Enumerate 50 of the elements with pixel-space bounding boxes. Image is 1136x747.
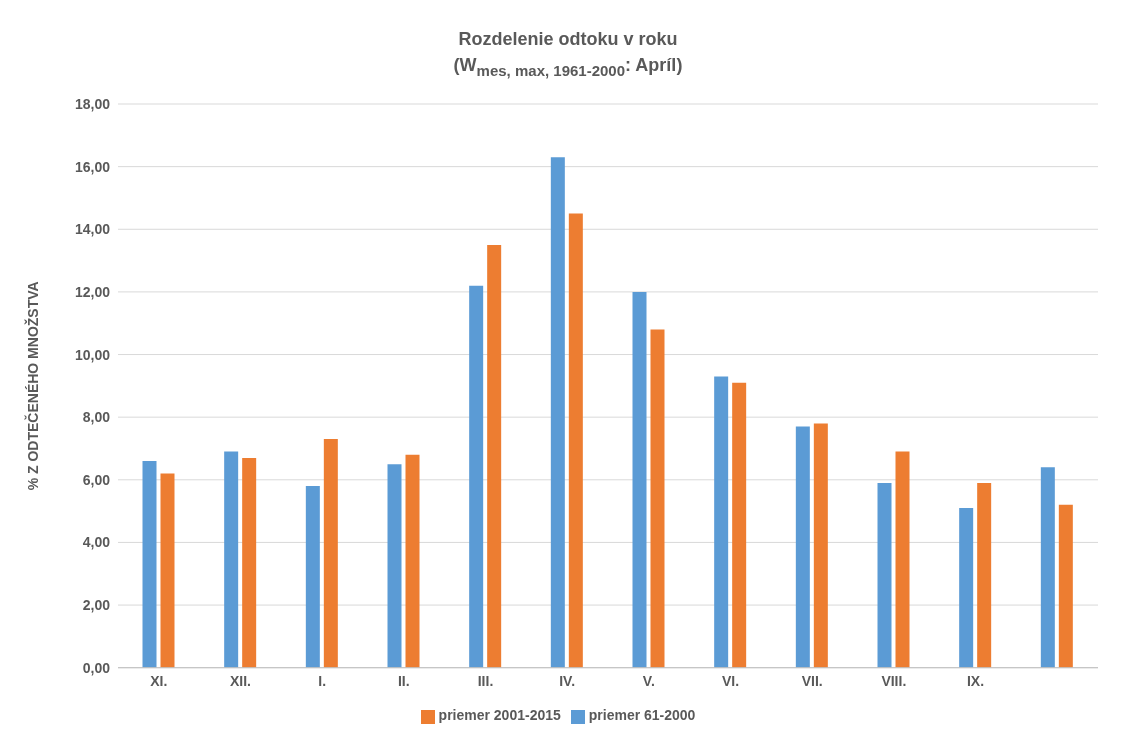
bar bbox=[714, 376, 729, 668]
y-tick-label: 6,00 bbox=[82, 471, 111, 488]
bar bbox=[1040, 466, 1055, 668]
bar bbox=[632, 291, 647, 668]
bar bbox=[568, 213, 583, 668]
bar bbox=[795, 426, 810, 668]
y-tick-label: 0,00 bbox=[82, 659, 111, 676]
chart-title: Rozdelenie odtoku v roku bbox=[457, 28, 679, 51]
bar bbox=[1058, 504, 1073, 668]
legend-label: priemer 61-2000 bbox=[588, 707, 696, 724]
bar bbox=[895, 451, 910, 668]
x-tick-label: IV. bbox=[559, 672, 576, 689]
x-tick-label: I. bbox=[318, 672, 327, 689]
y-tick-label: 10,00 bbox=[74, 346, 111, 363]
bar bbox=[224, 451, 239, 668]
legend-label: priemer 2001-2015 bbox=[438, 707, 561, 724]
bar bbox=[550, 156, 565, 668]
bar bbox=[469, 285, 484, 668]
bar bbox=[813, 423, 828, 668]
x-tick-label: V. bbox=[642, 672, 655, 689]
y-tick-label: 14,00 bbox=[74, 220, 111, 237]
y-axis-title: % Z ODTEČENÉHO MNOŽSTVA bbox=[23, 280, 41, 490]
x-tick-label: III. bbox=[477, 672, 494, 689]
chart-subtitle: (W$_{mes, max, 1961-2000}$: Apríl) bbox=[452, 54, 684, 81]
y-tick-label: 4,00 bbox=[82, 534, 111, 550]
bar bbox=[242, 457, 257, 668]
bar bbox=[405, 454, 420, 668]
x-tick-label: VIII. bbox=[881, 672, 907, 689]
bar bbox=[877, 482, 892, 668]
bar bbox=[387, 463, 402, 668]
bar bbox=[959, 507, 974, 668]
y-tick-label: 8,00 bbox=[82, 408, 111, 425]
x-tick-label: XI. bbox=[150, 672, 168, 689]
y-tick-label: 16,00 bbox=[74, 158, 111, 175]
bar bbox=[650, 329, 665, 668]
x-tick-label: VII. bbox=[801, 672, 823, 689]
bar bbox=[160, 473, 175, 668]
bar bbox=[305, 485, 320, 668]
x-tick-label: VI. bbox=[721, 672, 740, 689]
bar bbox=[142, 460, 157, 668]
bar bbox=[487, 244, 502, 668]
bar bbox=[323, 438, 338, 668]
bar bbox=[977, 482, 992, 668]
bar bbox=[732, 382, 747, 668]
x-tick-label: II. bbox=[398, 672, 410, 689]
x-tick-label: XII. bbox=[229, 672, 252, 689]
x-tick-label: IX. bbox=[966, 672, 985, 689]
y-tick-label: 18,00 bbox=[74, 95, 111, 112]
y-tick-label: 12,00 bbox=[74, 283, 111, 300]
y-tick-label: 2,00 bbox=[82, 596, 111, 613]
